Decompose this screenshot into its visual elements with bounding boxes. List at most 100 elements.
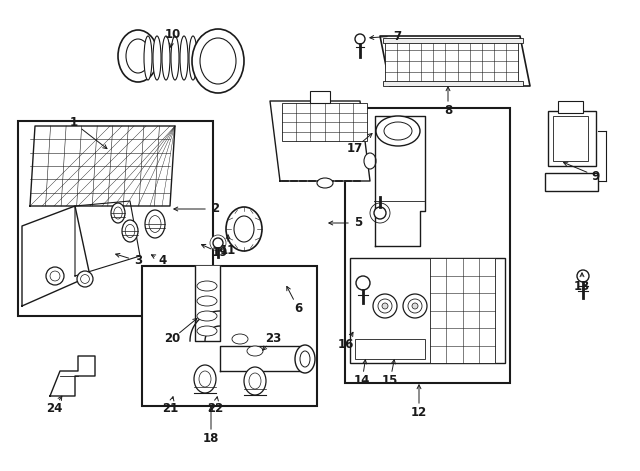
Bar bbox=[355, 339, 425, 359]
Circle shape bbox=[382, 303, 388, 309]
Circle shape bbox=[408, 299, 422, 313]
Bar bbox=[558, 101, 583, 113]
Text: 2: 2 bbox=[211, 203, 219, 216]
Circle shape bbox=[412, 303, 418, 309]
Bar bbox=[548, 111, 596, 166]
Circle shape bbox=[46, 267, 64, 285]
Circle shape bbox=[50, 271, 60, 281]
Bar bbox=[545, 173, 598, 191]
Circle shape bbox=[378, 299, 392, 313]
Ellipse shape bbox=[114, 207, 122, 219]
Circle shape bbox=[81, 275, 90, 284]
Polygon shape bbox=[380, 36, 530, 86]
Ellipse shape bbox=[384, 122, 412, 140]
Text: 17: 17 bbox=[347, 141, 363, 154]
Bar bbox=[553, 116, 588, 161]
Text: 24: 24 bbox=[46, 401, 62, 414]
Text: 16: 16 bbox=[338, 338, 354, 350]
Ellipse shape bbox=[197, 281, 217, 291]
Polygon shape bbox=[75, 201, 140, 276]
Polygon shape bbox=[50, 356, 95, 396]
Text: 14: 14 bbox=[354, 374, 370, 388]
Text: 1: 1 bbox=[70, 116, 78, 130]
Polygon shape bbox=[190, 311, 220, 341]
Circle shape bbox=[577, 270, 589, 282]
Ellipse shape bbox=[234, 216, 254, 242]
Bar bbox=[430, 258, 495, 363]
Ellipse shape bbox=[126, 39, 150, 73]
Text: 18: 18 bbox=[203, 432, 219, 446]
Text: 6: 6 bbox=[294, 301, 302, 315]
Ellipse shape bbox=[149, 216, 161, 232]
Polygon shape bbox=[30, 126, 175, 206]
Circle shape bbox=[374, 207, 386, 219]
Text: 15: 15 bbox=[382, 374, 398, 388]
Ellipse shape bbox=[144, 36, 152, 80]
Ellipse shape bbox=[198, 36, 206, 80]
Ellipse shape bbox=[232, 334, 248, 344]
Ellipse shape bbox=[317, 178, 333, 188]
Text: 19: 19 bbox=[212, 246, 228, 260]
Text: 23: 23 bbox=[265, 333, 281, 346]
Ellipse shape bbox=[189, 36, 197, 80]
Text: 21: 21 bbox=[162, 401, 178, 414]
Text: 11: 11 bbox=[220, 244, 236, 258]
Text: 13: 13 bbox=[574, 279, 590, 292]
Ellipse shape bbox=[111, 203, 125, 223]
Text: 22: 22 bbox=[207, 401, 223, 414]
Text: 7: 7 bbox=[393, 30, 401, 42]
Text: 20: 20 bbox=[164, 333, 180, 346]
Circle shape bbox=[210, 235, 226, 251]
Circle shape bbox=[356, 276, 370, 290]
Ellipse shape bbox=[200, 38, 236, 84]
Text: 12: 12 bbox=[411, 406, 427, 420]
Circle shape bbox=[77, 271, 93, 287]
Polygon shape bbox=[195, 266, 220, 341]
Ellipse shape bbox=[192, 29, 244, 93]
Polygon shape bbox=[270, 101, 370, 181]
Circle shape bbox=[373, 294, 397, 318]
Circle shape bbox=[370, 203, 390, 223]
Bar bbox=[310, 91, 330, 103]
Circle shape bbox=[355, 34, 365, 44]
Bar bbox=[282, 103, 367, 141]
Polygon shape bbox=[220, 346, 305, 371]
Ellipse shape bbox=[247, 346, 263, 356]
Circle shape bbox=[213, 238, 223, 248]
Ellipse shape bbox=[197, 326, 217, 336]
Ellipse shape bbox=[153, 36, 161, 80]
Ellipse shape bbox=[180, 36, 188, 80]
Text: 4: 4 bbox=[159, 254, 167, 268]
Ellipse shape bbox=[162, 36, 170, 80]
Ellipse shape bbox=[199, 371, 211, 387]
Text: 8: 8 bbox=[444, 105, 452, 117]
Ellipse shape bbox=[171, 36, 179, 80]
Bar bbox=[350, 258, 505, 363]
Text: 9: 9 bbox=[592, 170, 600, 182]
Polygon shape bbox=[375, 116, 425, 246]
Polygon shape bbox=[138, 29, 218, 91]
Bar bbox=[385, 39, 518, 83]
Ellipse shape bbox=[197, 296, 217, 306]
Ellipse shape bbox=[376, 116, 420, 146]
Ellipse shape bbox=[295, 345, 315, 373]
Bar bbox=[383, 38, 523, 43]
Text: 5: 5 bbox=[354, 217, 362, 229]
Polygon shape bbox=[22, 206, 90, 306]
Ellipse shape bbox=[197, 311, 217, 321]
Bar bbox=[18, 121, 213, 316]
Circle shape bbox=[403, 294, 427, 318]
Bar bbox=[142, 266, 317, 406]
Ellipse shape bbox=[244, 367, 266, 395]
Bar bbox=[345, 108, 510, 383]
Text: 10: 10 bbox=[165, 27, 181, 41]
Text: 3: 3 bbox=[134, 254, 142, 268]
Ellipse shape bbox=[145, 210, 165, 238]
Ellipse shape bbox=[125, 224, 135, 237]
Bar bbox=[383, 81, 523, 86]
Ellipse shape bbox=[226, 207, 262, 251]
Ellipse shape bbox=[364, 153, 376, 169]
Ellipse shape bbox=[122, 220, 138, 242]
Ellipse shape bbox=[249, 373, 261, 389]
Ellipse shape bbox=[194, 365, 216, 393]
